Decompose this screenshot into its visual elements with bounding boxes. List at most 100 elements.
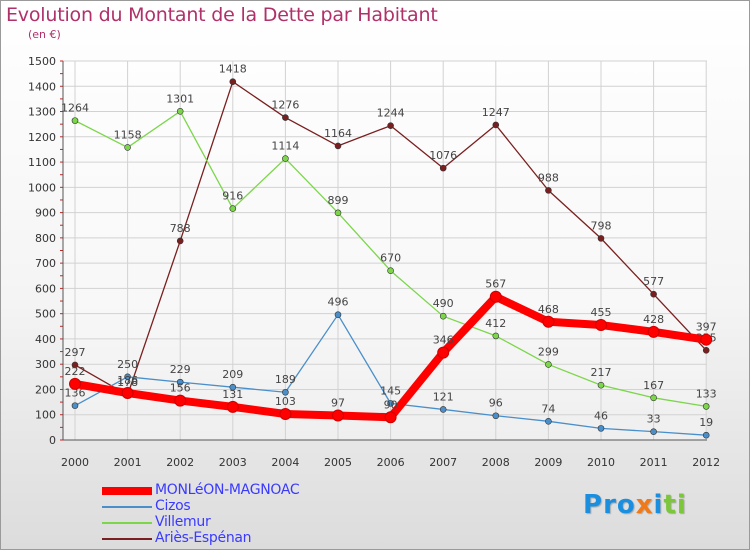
data-point <box>439 312 447 320</box>
data-point <box>702 431 710 439</box>
data-point <box>69 377 81 390</box>
data-label: 1076 <box>429 149 457 162</box>
data-point <box>492 121 500 129</box>
data-label: 96 <box>489 397 503 410</box>
y-tick-label: 500 <box>35 308 56 321</box>
data-label: 250 <box>117 358 138 371</box>
legend-swatch <box>102 538 152 540</box>
data-point <box>650 428 657 435</box>
data-label: 222 <box>65 365 86 378</box>
data-label: 670 <box>380 252 401 265</box>
data-label: 1158 <box>114 128 142 141</box>
data-label: 1301 <box>166 92 194 105</box>
data-point <box>597 425 605 432</box>
data-point <box>282 388 289 396</box>
x-tick-label: 2012 <box>692 456 720 469</box>
data-point <box>492 332 500 340</box>
logo-letter: i <box>676 490 687 520</box>
data-point <box>176 237 184 245</box>
data-point <box>702 403 710 410</box>
data-label: 189 <box>275 373 296 386</box>
data-point <box>334 142 342 150</box>
data-label: 46 <box>594 409 608 422</box>
data-label: 1276 <box>271 99 299 112</box>
y-tick-label: 1100 <box>28 156 56 169</box>
data-label: 1247 <box>482 106 510 119</box>
data-label: 229 <box>170 363 191 376</box>
data-point <box>597 235 605 242</box>
data-point <box>650 394 657 402</box>
x-tick-label: 2009 <box>534 456 562 469</box>
data-point <box>71 361 79 369</box>
y-tick-label: 1000 <box>28 181 56 194</box>
data-point <box>229 383 237 391</box>
data-label: 988 <box>538 171 559 184</box>
data-point <box>176 107 184 115</box>
data-label: 167 <box>643 379 664 392</box>
legend-label: MONLéON-MAGNOAC <box>155 482 300 498</box>
data-point <box>334 209 342 217</box>
y-tick-label: 900 <box>35 207 56 220</box>
data-point <box>334 311 342 318</box>
x-tick-label: 2002 <box>166 456 194 469</box>
y-tick-label: 300 <box>35 358 56 371</box>
data-point <box>332 409 344 422</box>
data-label: 33 <box>647 413 661 426</box>
x-tick-label: 2011 <box>640 456 668 469</box>
data-point <box>489 290 502 303</box>
legend-swatch <box>102 522 152 524</box>
data-point <box>124 373 131 381</box>
data-point <box>597 381 605 389</box>
logo-letter: i <box>653 490 664 520</box>
x-tick-label: 2003 <box>219 456 247 469</box>
legend-label: Cizos <box>155 498 191 514</box>
x-tick-label: 2001 <box>114 456 142 469</box>
logo-letter: o <box>616 490 636 520</box>
data-point <box>384 411 397 424</box>
y-tick-label: 400 <box>35 333 56 346</box>
data-point <box>437 346 450 359</box>
data-label: 455 <box>591 306 612 319</box>
data-point <box>387 122 394 129</box>
data-point <box>387 267 394 275</box>
data-label: 1244 <box>377 107 405 120</box>
y-tick-label: 0 <box>49 434 56 447</box>
y-tick-label: 200 <box>35 383 56 396</box>
data-label: 496 <box>328 296 349 309</box>
data-point <box>282 114 289 121</box>
data-label: 346 <box>433 334 454 347</box>
data-point <box>124 144 131 151</box>
proxiti-logo: Proxiti <box>583 490 687 520</box>
data-point <box>174 394 187 407</box>
data-point <box>439 406 447 413</box>
data-label: 297 <box>65 346 86 359</box>
data-label: 121 <box>433 390 454 403</box>
data-label: 1418 <box>219 63 247 76</box>
data-label: 788 <box>170 222 191 235</box>
data-point <box>492 412 500 420</box>
legend-label: Ariès-Espénan <box>155 530 252 546</box>
data-label: 131 <box>222 388 243 401</box>
logo-letter: x <box>635 490 654 520</box>
data-label: 136 <box>65 387 86 400</box>
legend-swatch <box>102 506 152 508</box>
y-tick-label: 800 <box>35 232 56 245</box>
data-label: 397 <box>696 321 717 334</box>
logo-letter: r <box>603 490 617 520</box>
data-point <box>439 164 447 172</box>
data-point <box>71 117 79 124</box>
data-label: 468 <box>538 303 559 316</box>
data-point <box>542 315 555 328</box>
x-tick-label: 2010 <box>587 456 615 469</box>
data-label: 299 <box>538 345 559 358</box>
data-point <box>545 361 552 368</box>
x-tick-label: 2005 <box>324 456 352 469</box>
y-tick-label: 1300 <box>28 106 56 119</box>
y-tick-label: 1200 <box>28 131 56 144</box>
data-point <box>282 155 289 162</box>
data-label: 209 <box>222 368 243 381</box>
data-label: 567 <box>485 278 506 291</box>
logo-letter: P <box>583 490 604 520</box>
